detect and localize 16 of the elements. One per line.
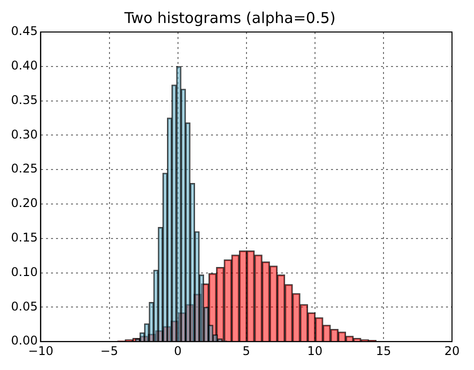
x-tick-label: 10 [307, 344, 323, 358]
y-tick-label: 0.40 [11, 58, 38, 73]
y-tick-label: 0.20 [11, 196, 38, 210]
x-tick-label: 5 [242, 344, 250, 358]
y-tick-label: 0.15 [11, 230, 38, 245]
y-tick-label: 0.45 [11, 24, 38, 38]
y-tick-label: 0.25 [11, 162, 38, 176]
chart-title: Two histograms (alpha=0.5) [123, 8, 336, 27]
y-tick-label: 0.10 [11, 264, 38, 279]
y-tick-label: 0.35 [11, 92, 38, 107]
x-tick-label: 20 [444, 344, 460, 358]
y-tick-label: 0.05 [11, 299, 38, 314]
y-tick-label: 0.30 [11, 127, 38, 142]
x-tick-label: −5 [100, 344, 118, 358]
x-tick-label: 0 [174, 344, 182, 358]
x-tick-label: 15 [376, 344, 392, 358]
